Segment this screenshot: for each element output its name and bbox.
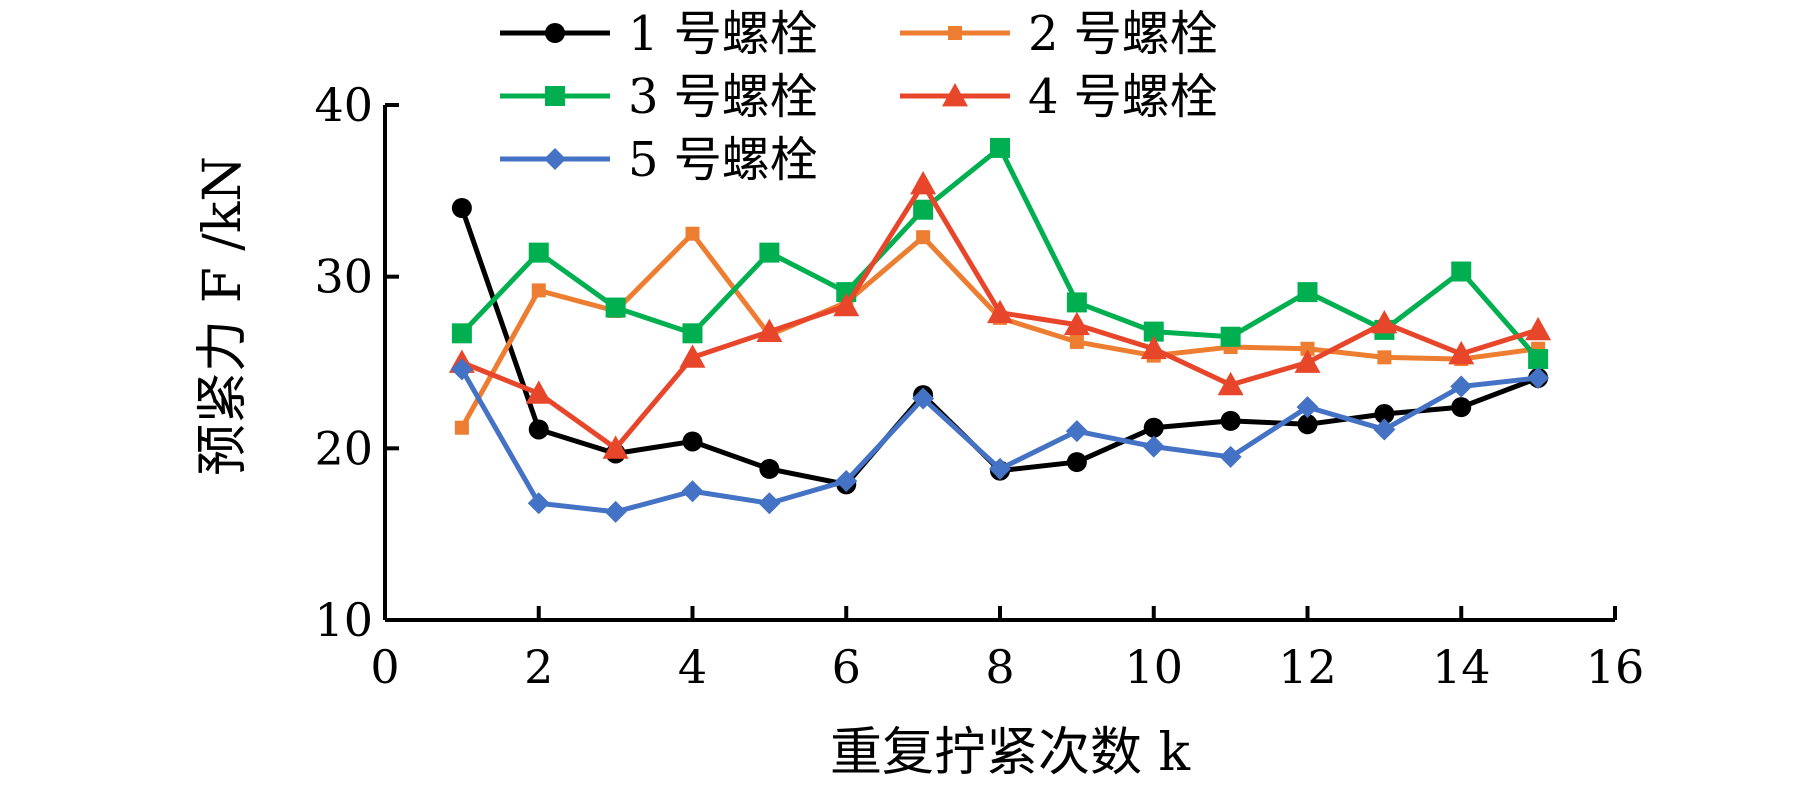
legend-item: 5 号螺栓 <box>500 132 818 188</box>
y-tick-label: 40 <box>314 78 373 132</box>
data-point <box>912 387 935 410</box>
legend: 1 号螺栓 2 号螺栓 3 号螺栓 4 号螺栓 5 号螺栓 <box>500 6 1218 188</box>
data-point <box>1527 366 1550 389</box>
data-point <box>1066 292 1087 313</box>
legend-marker <box>545 23 565 43</box>
x-tick-label: 2 <box>524 640 553 694</box>
x-tick-label: 14 <box>1432 640 1491 694</box>
data-point <box>451 198 472 218</box>
data-point <box>1451 397 1472 418</box>
data-point <box>1297 282 1318 303</box>
data-point <box>759 458 780 479</box>
legend-marker <box>544 148 566 170</box>
data-point <box>604 500 627 523</box>
data-point <box>1297 414 1318 435</box>
legend-label: 3 号螺栓 <box>628 69 818 125</box>
data-point <box>756 318 783 342</box>
data-point <box>679 344 706 368</box>
data-point <box>833 292 860 317</box>
data-point <box>1528 349 1549 370</box>
data-point <box>531 283 546 298</box>
data-point <box>1140 335 1167 360</box>
data-point <box>1219 445 1242 468</box>
series-3 <box>451 137 1549 370</box>
data-point <box>1220 410 1241 431</box>
legend-label: 1 号螺栓 <box>628 6 818 62</box>
data-point <box>528 419 549 440</box>
legend-label: 2 号螺栓 <box>1028 6 1218 62</box>
data-point <box>454 420 469 435</box>
series-4 <box>448 170 1552 459</box>
data-point <box>1374 404 1395 424</box>
data-point <box>525 380 552 404</box>
legend-marker <box>948 26 962 40</box>
data-point <box>605 297 626 318</box>
data-point <box>1143 417 1164 438</box>
legend-item: 3 号螺栓 <box>500 69 818 125</box>
data-point <box>1525 316 1552 341</box>
x-tick-label: 4 <box>678 640 707 694</box>
data-point <box>1066 452 1087 473</box>
data-point <box>1142 435 1165 458</box>
data-point <box>1069 334 1084 349</box>
data-point <box>1063 311 1090 336</box>
data-point <box>1217 371 1244 396</box>
data-point <box>451 323 472 344</box>
legend-label: 5 号螺栓 <box>628 132 818 188</box>
y-axis-title: 预紧力 F /kN <box>193 156 253 476</box>
data-point <box>1373 418 1396 441</box>
x-tick-label: 0 <box>370 640 399 694</box>
legend-marker <box>942 83 968 107</box>
x-tick-label: 6 <box>832 640 861 694</box>
data-point <box>682 323 703 344</box>
data-point <box>1220 326 1241 347</box>
data-point <box>450 358 473 381</box>
x-tick-label: 12 <box>1278 640 1337 694</box>
legend-item: 4 号螺栓 <box>900 69 1218 125</box>
data-point <box>682 431 703 452</box>
axes: 0 2 4 6 8 10 12 14 16 10 20 30 40 <box>314 78 1644 694</box>
y-tick-label: 20 <box>314 421 373 475</box>
data-point <box>602 435 629 459</box>
data-point <box>1065 420 1088 443</box>
data-point <box>835 469 858 492</box>
legend-marker <box>545 86 565 106</box>
data-point <box>759 242 780 263</box>
legend-item: 1 号螺栓 <box>500 6 818 62</box>
x-tick-label: 10 <box>1124 640 1183 694</box>
data-point <box>527 492 550 515</box>
data-point <box>1371 310 1398 334</box>
data-point <box>1448 340 1475 365</box>
x-tick-label: 8 <box>985 640 1014 694</box>
data-point <box>989 457 1011 480</box>
x-axis-title: 重复拧紧次数 k <box>830 723 1191 783</box>
data-point <box>910 170 937 195</box>
data-point <box>758 492 781 515</box>
data-point <box>1294 349 1321 373</box>
legend-item: 2 号螺栓 <box>900 6 1218 62</box>
data-point <box>685 226 700 241</box>
data-point <box>916 230 931 245</box>
data-point <box>987 299 1013 324</box>
data-point <box>1300 341 1315 356</box>
y-tick-label: 10 <box>314 593 373 647</box>
series-5 <box>450 358 1550 523</box>
data-point <box>1143 321 1164 342</box>
data-point <box>990 137 1010 158</box>
series-layer <box>448 137 1552 523</box>
data-point <box>1377 350 1392 365</box>
data-point <box>1451 261 1472 282</box>
x-tick-label: 16 <box>1586 640 1645 694</box>
data-point <box>681 480 704 503</box>
legend-label: 4 号螺栓 <box>1028 69 1218 125</box>
y-tick-label: 30 <box>314 250 373 304</box>
data-point <box>913 199 934 220</box>
data-point <box>1296 396 1319 419</box>
data-point <box>528 242 549 263</box>
data-point <box>1450 375 1473 398</box>
